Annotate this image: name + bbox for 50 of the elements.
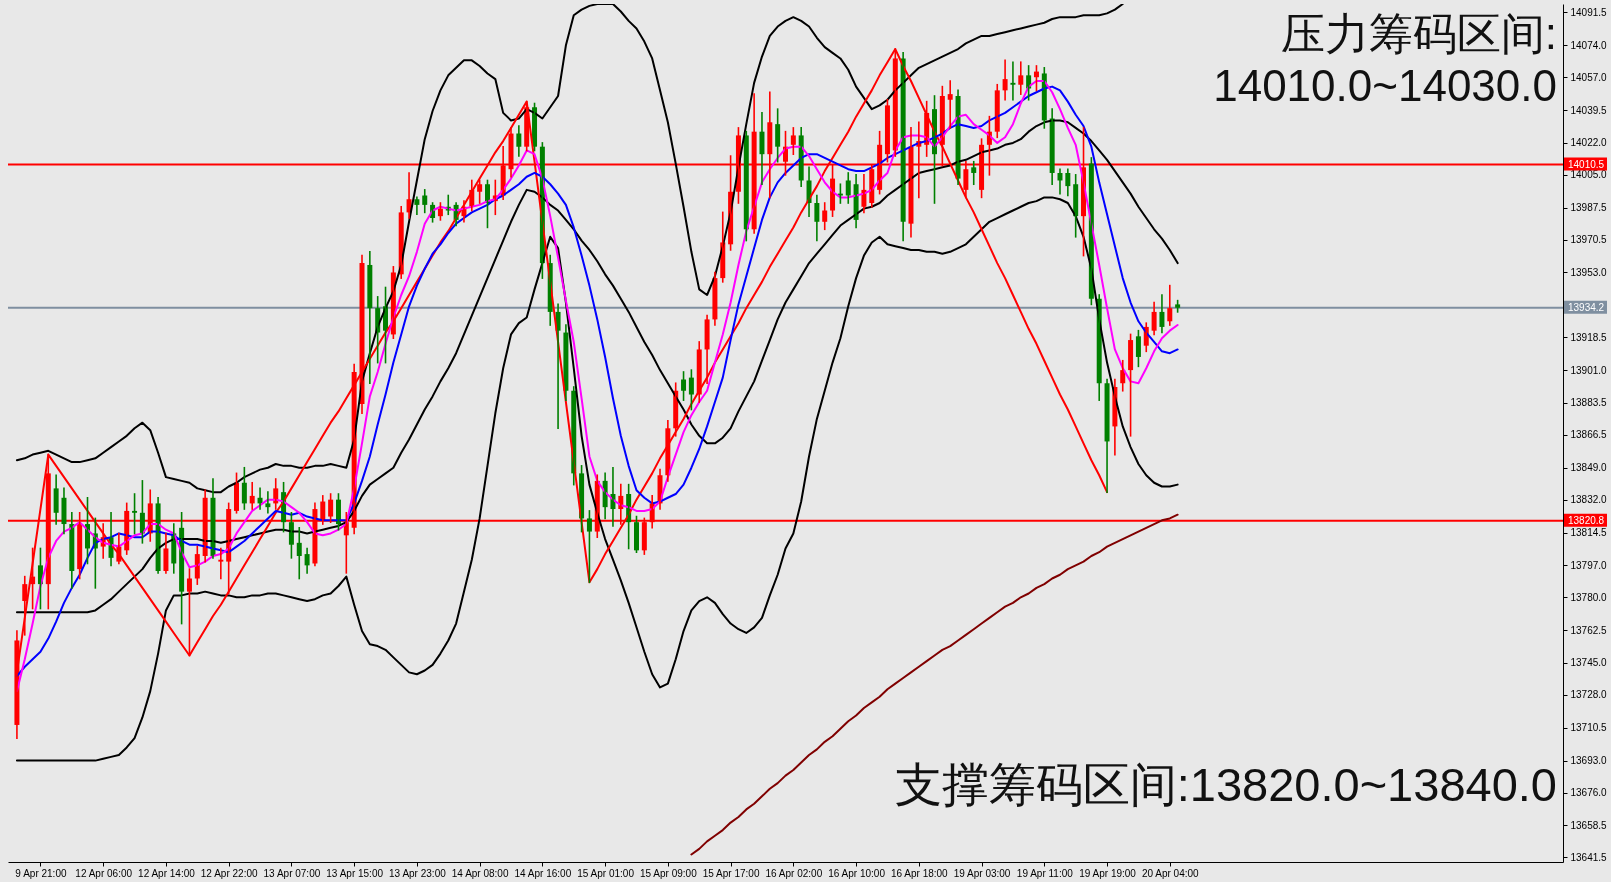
y-tick-label: 13693.0 xyxy=(1570,755,1608,767)
y-tick-label: 13987.5 xyxy=(1570,202,1608,214)
y-tick-label: 13676.0 xyxy=(1570,787,1608,799)
y-tick-label: 13901.0 xyxy=(1570,364,1608,376)
y-tick-label: 14091.5 xyxy=(1570,6,1608,18)
x-tick-label: 13 Apr 23:00 xyxy=(389,867,447,879)
y-tick-label: 14057.0 xyxy=(1570,71,1608,83)
y-tick-label: 13883.5 xyxy=(1570,397,1608,409)
y-tick-label: 14022.0 xyxy=(1570,137,1608,149)
ref-line-label: 13934.2 xyxy=(1568,301,1605,313)
y-tick-label: 14039.5 xyxy=(1570,104,1608,116)
x-tick-label: 15 Apr 09:00 xyxy=(640,867,698,879)
y-tick-label: 13658.5 xyxy=(1570,819,1608,831)
x-tick-label: 13 Apr 15:00 xyxy=(326,867,384,879)
y-tick-label: 13918.5 xyxy=(1570,331,1608,343)
y-tick-label: 13953.0 xyxy=(1570,266,1608,278)
x-tick-label: 9 Apr 21:00 xyxy=(15,867,67,879)
x-tick-label: 20 Apr 04:00 xyxy=(1141,867,1200,879)
ref-line-label: 13820.8 xyxy=(1568,514,1605,526)
ref-line-label: 14010.5 xyxy=(1568,158,1605,170)
y-tick-label: 13797.0 xyxy=(1570,559,1608,571)
y-tick-label: 14074.0 xyxy=(1570,39,1608,51)
y-tick-label: 13780.0 xyxy=(1570,591,1608,603)
x-tick-label: 14 Apr 16:00 xyxy=(514,867,572,879)
y-tick-label: 14005.0 xyxy=(1570,169,1608,181)
y-tick-label: 13745.0 xyxy=(1570,657,1608,669)
x-tick-label: 16 Apr 02:00 xyxy=(765,867,823,879)
text: 压力筹码区间:14010.0~14030.0 xyxy=(1213,9,1557,110)
y-tick-label: 13762.5 xyxy=(1570,624,1608,636)
x-tick-label: 14 Apr 08:00 xyxy=(451,867,509,879)
x-tick-label: 12 Apr 06:00 xyxy=(75,867,133,879)
y-tick-label: 13814.5 xyxy=(1570,527,1608,539)
x-tick-label: 19 Apr 03:00 xyxy=(953,867,1011,879)
x-tick-label: 13 Apr 07:00 xyxy=(263,867,321,879)
x-tick-label: 15 Apr 01:00 xyxy=(577,867,635,879)
y-tick-label: 13970.5 xyxy=(1570,234,1608,246)
annotation: 支撑筹码区间:13820.0~13840.0 xyxy=(894,758,1557,811)
x-tick-label: 12 Apr 14:00 xyxy=(138,867,196,879)
y-tick-label: 13641.5 xyxy=(1570,851,1608,863)
y-tick-label: 13710.5 xyxy=(1570,722,1608,734)
y-tick-label: 13866.5 xyxy=(1570,429,1608,441)
x-tick-label: 19 Apr 11:00 xyxy=(1016,867,1074,879)
y-tick-label: 13832.0 xyxy=(1570,494,1608,506)
x-tick-label: 15 Apr 17:00 xyxy=(702,867,760,879)
x-tick-label: 16 Apr 18:00 xyxy=(890,867,949,879)
x-tick-label: 12 Apr 22:00 xyxy=(200,867,258,879)
y-tick-label: 13728.0 xyxy=(1570,689,1608,701)
x-tick-label: 16 Apr 10:00 xyxy=(828,867,886,879)
x-tick-label: 19 Apr 19:00 xyxy=(1079,867,1137,879)
y-tick-label: 13849.0 xyxy=(1570,462,1608,474)
